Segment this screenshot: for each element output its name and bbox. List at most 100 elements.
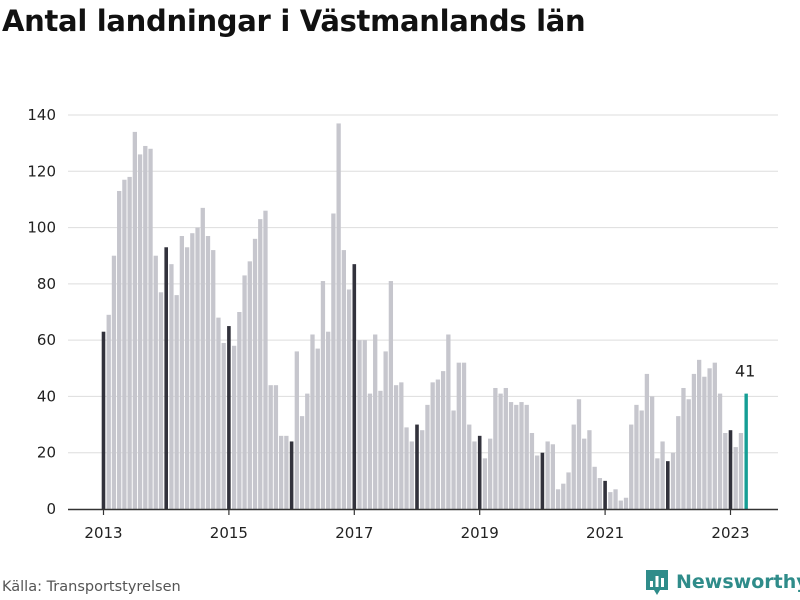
bar (148, 148, 153, 509)
bar (420, 430, 425, 509)
bar (132, 131, 137, 509)
bar (451, 410, 456, 509)
x-axis: 2013 2015 2017 2019 2021 2023 (68, 508, 778, 542)
bar (723, 433, 728, 509)
bar (613, 489, 618, 509)
bar (174, 295, 179, 509)
bar (644, 373, 650, 509)
bars (101, 123, 748, 510)
bar (399, 382, 404, 509)
bar (258, 219, 263, 509)
x-tick-label: 2015 (210, 524, 248, 542)
bar (435, 379, 441, 509)
bar (446, 334, 451, 509)
x-tick-label: 2013 (84, 524, 122, 542)
bar (106, 314, 111, 509)
bar (576, 399, 582, 509)
bar (514, 404, 519, 509)
x-tick-label: 2019 (461, 524, 499, 542)
bar (702, 376, 707, 509)
bar (461, 362, 467, 509)
bar-chart-logo-icon (646, 570, 668, 595)
bar (153, 255, 158, 509)
bar (169, 264, 174, 509)
bar (582, 438, 587, 509)
bar (341, 250, 346, 509)
bar (608, 492, 613, 509)
bar (237, 312, 242, 509)
bar (101, 331, 106, 509)
bar (231, 345, 237, 509)
bar (367, 393, 373, 509)
bar (430, 382, 435, 509)
bar (618, 500, 623, 509)
bar (221, 342, 226, 509)
y-tick-label: 0 (46, 500, 56, 518)
bar (184, 247, 190, 509)
bar (666, 461, 670, 509)
bar (143, 145, 148, 509)
bar (592, 466, 597, 509)
bar (299, 416, 305, 509)
brand-name: Newsworthy (676, 571, 800, 593)
bar (498, 393, 503, 509)
bar (331, 213, 336, 509)
bar (561, 483, 566, 509)
x-tick-label: 2017 (335, 524, 373, 542)
bar (273, 385, 279, 509)
bar (691, 373, 697, 509)
bar (676, 416, 681, 509)
bar (373, 334, 378, 509)
bar (263, 210, 268, 509)
bar (409, 441, 414, 509)
bar (467, 424, 472, 509)
y-tick-label: 120 (27, 162, 56, 180)
bar (227, 326, 231, 509)
bar (158, 292, 164, 509)
bar (211, 250, 216, 509)
bar (634, 404, 639, 509)
bar (200, 207, 205, 509)
bar (242, 275, 247, 509)
bar (555, 489, 561, 509)
bar (393, 385, 399, 509)
bar (357, 340, 362, 509)
bar (336, 123, 341, 509)
bar (127, 176, 132, 509)
bar (744, 393, 748, 509)
source-note: Källa: Transportstyrelsen (2, 579, 181, 595)
bar (111, 255, 117, 509)
bar (415, 424, 419, 509)
chart-title: Antal landningar i Västmanlands län (2, 4, 586, 38)
bar (279, 435, 284, 509)
bar (310, 334, 315, 509)
bar (268, 385, 273, 509)
bar (425, 404, 430, 509)
bar (670, 452, 676, 509)
bar (247, 261, 252, 509)
bar (535, 455, 540, 509)
y-tick-label: 100 (27, 219, 56, 237)
bar (122, 179, 127, 510)
bar (733, 447, 738, 509)
bar (649, 396, 655, 509)
bar (623, 497, 629, 509)
latest-value-label: 41 (735, 362, 755, 381)
bar (289, 441, 294, 509)
bar (378, 390, 383, 509)
bar (738, 433, 744, 509)
bar (179, 236, 185, 509)
bar (326, 331, 331, 509)
bar (545, 441, 550, 509)
bar (629, 424, 634, 509)
bar (320, 281, 326, 509)
y-tick-label: 20 (37, 444, 56, 462)
bar (681, 387, 686, 509)
bar (603, 480, 607, 509)
bar (639, 410, 644, 509)
bar (440, 371, 446, 509)
bar (388, 281, 394, 509)
y-tick-label: 80 (37, 275, 56, 293)
bar (305, 393, 310, 509)
